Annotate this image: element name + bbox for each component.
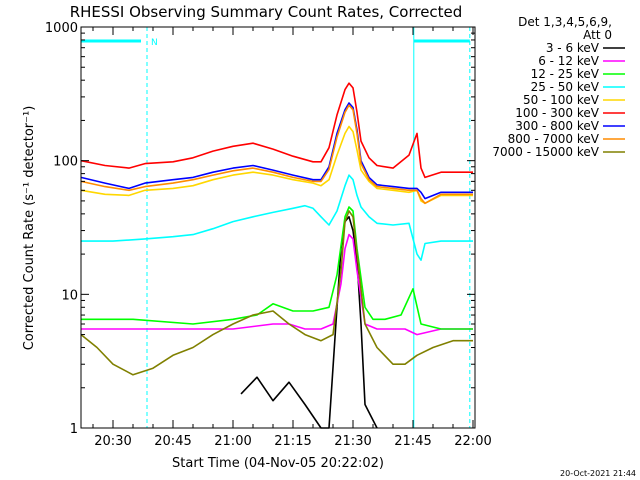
legend-label-5: 100 - 300 keV — [515, 106, 599, 120]
series-line-6 — [80, 102, 473, 200]
legend-label-1: 6 - 12 keV — [538, 54, 600, 68]
plot-area: N 1 10 100 1000 20:30 20:45 21:00 21:15 21:30 21:4… — [45, 21, 492, 449]
legend-label-4: 50 - 100 keV — [523, 93, 600, 107]
y-tick-label: 100 — [53, 155, 78, 170]
series-line-8 — [80, 210, 473, 376]
x-tick-label: 21:30 — [334, 434, 371, 449]
legend-label-7: 800 - 7000 keV — [508, 132, 600, 146]
legend-label-6: 300 - 800 keV — [515, 119, 599, 133]
series-line-3 — [81, 174, 473, 262]
series-line-0 — [240, 216, 378, 429]
series-line-1 — [81, 233, 473, 336]
x-tick-label: 20:45 — [154, 434, 191, 449]
legend-label-0: 3 - 6 keV — [546, 41, 600, 55]
series-line-4 — [80, 125, 473, 205]
plot-frame — [80, 26, 476, 429]
footer-timestamp: 20-Oct-2021 21:44 — [560, 469, 636, 478]
x-axis-label: Start Time (04-Nov-05 20:22:02) — [172, 456, 384, 471]
legend-label-8: 7000 - 15000 keV — [492, 145, 599, 159]
y-axis-label: Corrected Count Rate (s⁻¹ detector⁻¹) — [22, 106, 37, 351]
legend-header-detectors: Det 1,3,4,5,6,9, — [518, 15, 612, 29]
x-tick-label: 21:45 — [394, 434, 431, 449]
chart-title: RHESSI Observing Summary Count Rates, Co… — [70, 3, 463, 21]
y-tick-label: 1000 — [45, 21, 78, 36]
series-line-7 — [80, 104, 473, 205]
series-line-5 — [80, 82, 473, 179]
night-marker-label: N — [151, 38, 158, 48]
y-tick-label: 1 — [70, 422, 78, 437]
x-tick-label: 22:00 — [454, 434, 491, 449]
x-tick-label: 20:30 — [94, 434, 131, 449]
y-tick-label: 10 — [61, 288, 78, 303]
legend-label-3: 25 - 50 keV — [531, 80, 600, 94]
x-tick-label: 21:00 — [214, 434, 251, 449]
legend-header-attenuator: Att 0 — [583, 28, 612, 42]
x-tick-label: 21:15 — [274, 434, 311, 449]
legend-label-2: 12 - 25 keV — [531, 67, 600, 81]
series-line-2 — [81, 206, 473, 330]
